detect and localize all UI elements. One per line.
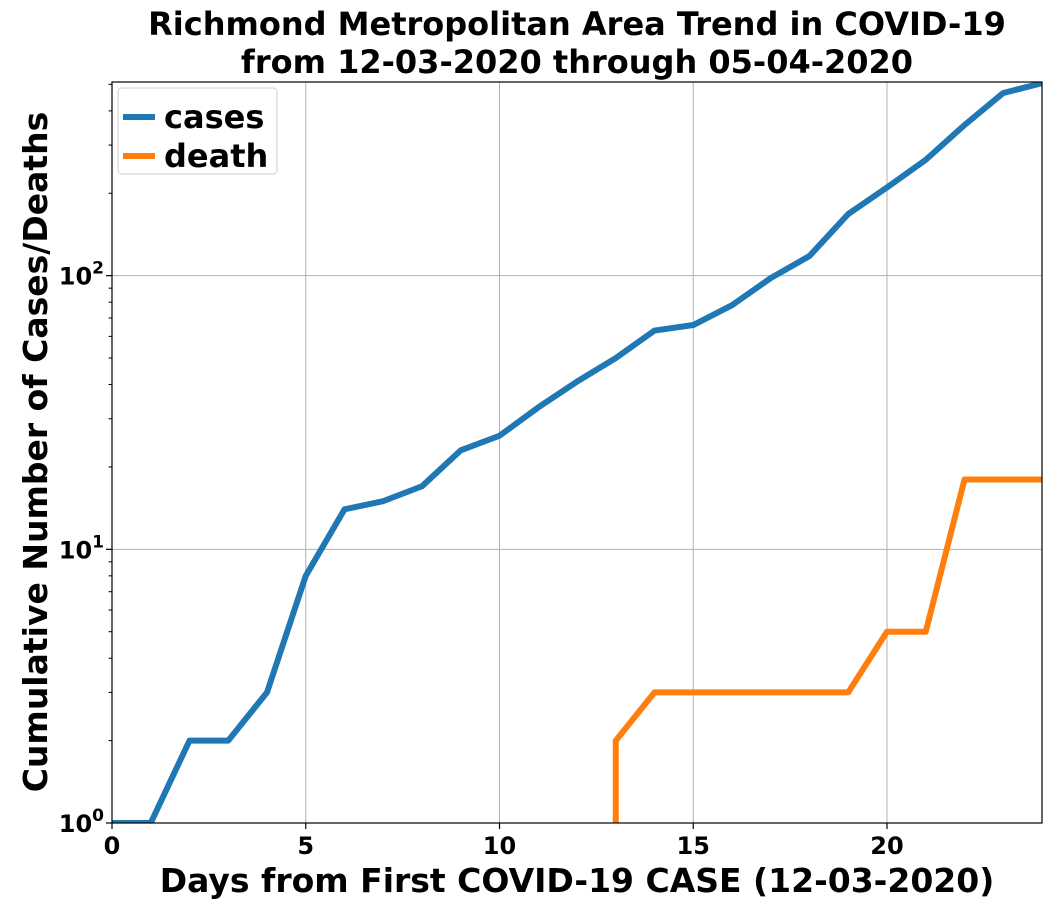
x-tick-label: 15	[677, 832, 710, 860]
chart-subtitle: from 12-03-2020 through 05-04-2020	[241, 43, 913, 81]
legend-label-death: death	[164, 137, 268, 175]
y-tick-label: 102	[59, 259, 104, 291]
y-tick-label: 101	[59, 532, 104, 564]
x-tick-label: 20	[870, 832, 903, 860]
y-tick-label: 100	[59, 806, 104, 838]
chart-title: Richmond Metropolitan Area Trend in COVI…	[148, 5, 1006, 43]
x-axis-ticks: 0 5 10 15 20	[104, 823, 904, 860]
series-line-death	[612, 476, 1042, 823]
x-axis-label: Days from First COVID-19 CASE (12-03-202…	[160, 861, 995, 900]
y-axis-ticks: 100 101 102	[59, 83, 112, 838]
x-tick-label: 0	[104, 832, 121, 860]
x-tick-label: 5	[297, 832, 314, 860]
y-axis-label: Cumulative Number of Cases/Deaths	[16, 112, 55, 793]
series-line-cases	[112, 82, 1042, 823]
legend-box	[117, 87, 278, 175]
x-tick-label: 10	[483, 832, 516, 860]
legend-label-cases: cases	[164, 98, 264, 136]
axes-frame	[111, 81, 1043, 824]
plot-area	[111, 81, 1043, 824]
